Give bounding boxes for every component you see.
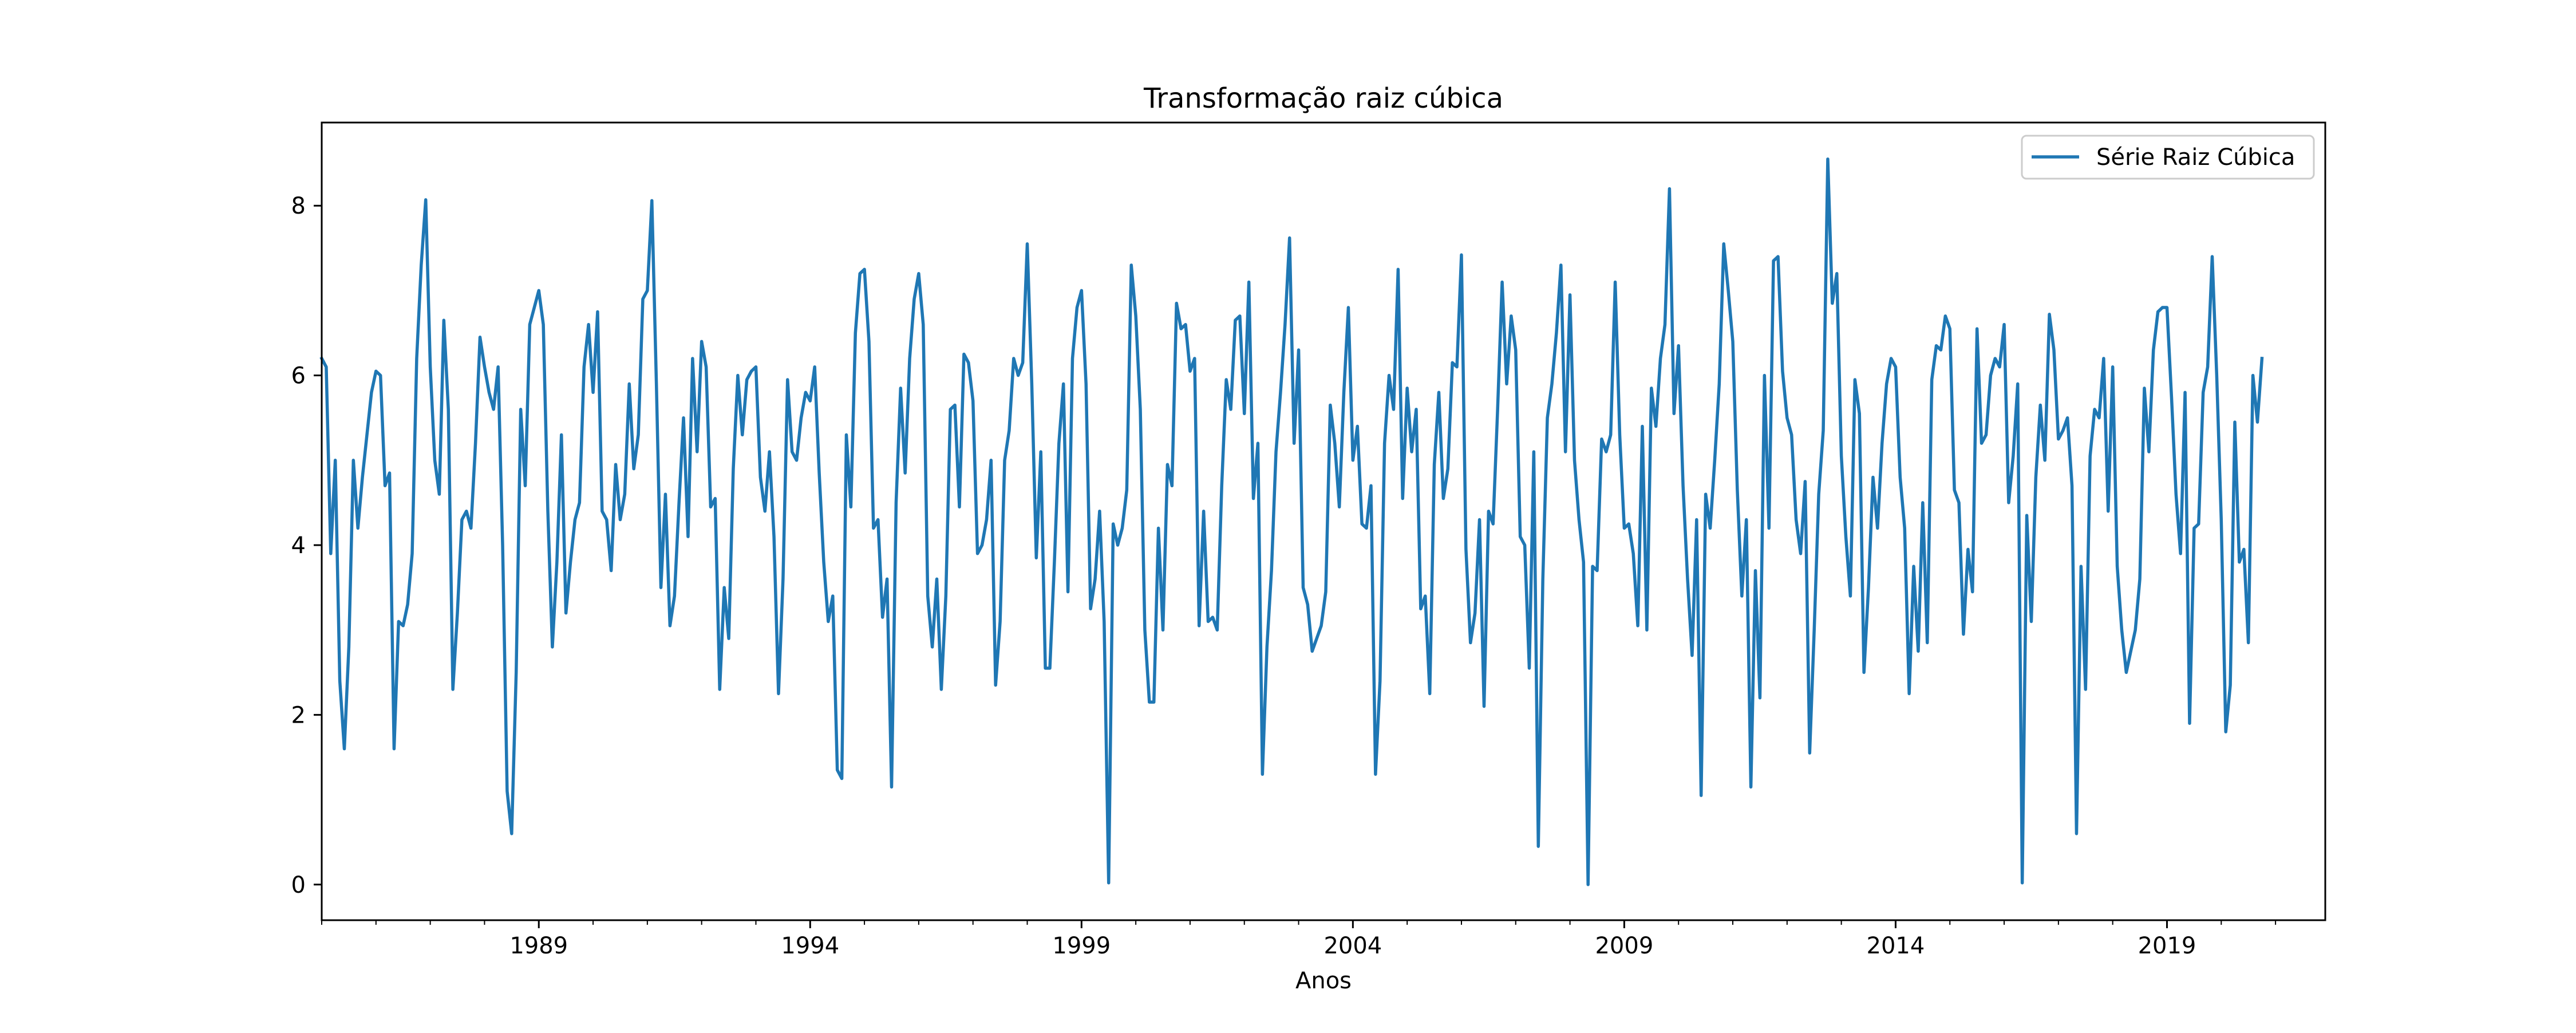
y-tick-label: 0 (291, 872, 306, 898)
x-tick-label: 2014 (1867, 933, 1925, 959)
chart-title: Transformação raiz cúbica (1143, 82, 1503, 115)
y-tick-label: 4 (291, 533, 306, 559)
x-tick-label: 1989 (509, 933, 568, 959)
axes-frame (321, 121, 2326, 921)
y-tick-label: 8 (291, 193, 306, 219)
x-tick-label: 1999 (1052, 933, 1111, 959)
legend-box (2021, 135, 2315, 180)
x-tick-label: 2019 (2138, 933, 2196, 959)
x-axis-title: Anos (1295, 968, 1352, 994)
y-tick-label: 6 (291, 363, 306, 389)
x-axis-ticks: 1989 1994 1999 2004 2009 2014 2019 (321, 920, 2277, 959)
y-tick-label: 2 (291, 702, 306, 728)
x-tick-label: 1994 (781, 933, 839, 959)
plot-area (319, 157, 2264, 886)
legend-label: Série Raiz Cúbica (2096, 144, 2295, 171)
x-tick-label: 2004 (1323, 933, 1382, 959)
series-line-serie-raiz-cubica (319, 157, 2264, 886)
legend: Série Raiz Cúbica (2021, 135, 2315, 180)
x-tick-label: 2009 (1595, 933, 1653, 959)
y-axis-ticks: 0 2 4 6 8 (291, 193, 322, 898)
